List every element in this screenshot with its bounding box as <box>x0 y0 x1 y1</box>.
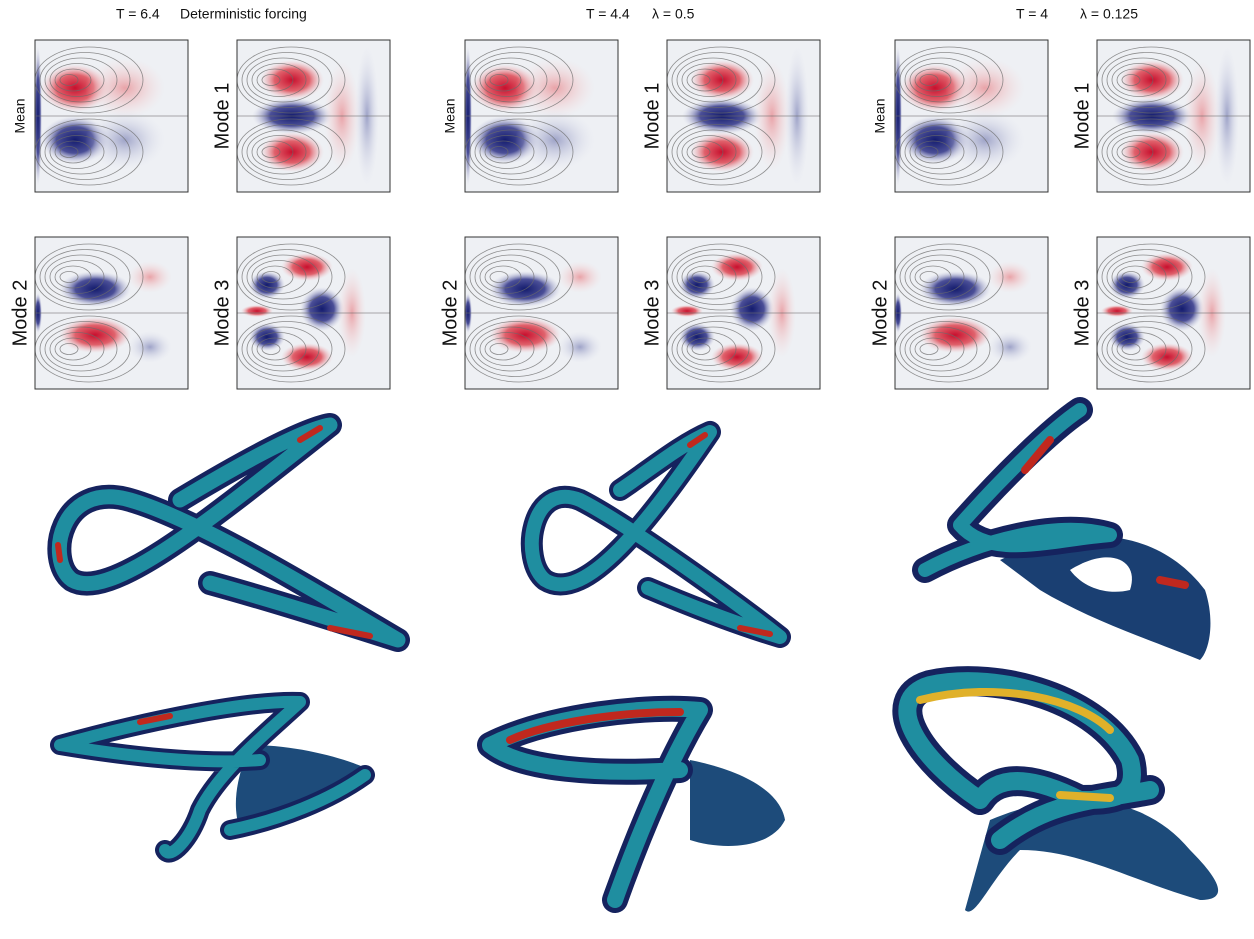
field-blob <box>711 253 763 281</box>
attractors <box>58 410 1218 912</box>
column-header: λ = 0.125 <box>1080 6 1138 22</box>
mode-panel <box>1097 237 1250 389</box>
panel-label: Mode 2 <box>869 280 891 347</box>
field-blob <box>558 261 602 293</box>
column-header: T = 4 <box>1016 6 1048 22</box>
panel-label: Mean <box>872 98 888 133</box>
mode-panel <box>237 40 390 192</box>
attractor <box>532 432 780 637</box>
column-header: λ = 0.5 <box>652 6 695 22</box>
column-header: T = 4.4 <box>586 6 630 22</box>
mode-panel <box>1097 40 1250 192</box>
column-header: Deterministic forcing <box>180 6 307 22</box>
field-blob <box>1141 343 1193 371</box>
mode-panel <box>667 237 820 389</box>
field-blob <box>1120 60 1184 100</box>
field-blob <box>988 261 1032 293</box>
field-blob <box>711 343 763 371</box>
panel-label: Mode 2 <box>9 280 31 347</box>
panel-label: Mean <box>442 98 458 133</box>
mode-panel <box>464 237 618 389</box>
field-blob <box>1120 132 1184 172</box>
panel-label: Mode 1 <box>1071 83 1093 150</box>
mode-panel <box>34 237 188 389</box>
field-blob <box>260 132 324 172</box>
field-blob <box>988 331 1032 363</box>
field-blob <box>128 261 172 293</box>
mode-panel <box>894 237 1048 389</box>
mode-panel <box>894 40 1048 192</box>
figure: T = 6.4 Deterministic forcing Mean Mode 1 Mo… <box>0 0 1254 939</box>
attractor <box>490 709 785 900</box>
mode-panel <box>237 237 390 389</box>
field-blob <box>128 331 172 363</box>
attractor <box>60 702 370 853</box>
mode-panel <box>34 40 188 192</box>
field-blob <box>1141 253 1193 281</box>
panel-label: Mode 3 <box>211 280 233 347</box>
attractor <box>907 681 1218 911</box>
panel-label: Mode 1 <box>641 83 663 150</box>
field-blob <box>558 331 602 363</box>
mode-panel <box>464 40 618 192</box>
field-blob <box>260 60 324 100</box>
panel-label: Mean <box>12 98 28 133</box>
attractor <box>925 410 1210 660</box>
field-blob <box>690 60 754 100</box>
field-blob <box>281 253 333 281</box>
mode-panel <box>667 40 820 192</box>
panel-label: Mode 2 <box>439 280 461 347</box>
column-header: T = 6.4 <box>116 6 160 22</box>
attractor <box>58 425 398 640</box>
panel-label: Mode 1 <box>211 83 233 150</box>
panel-label: Mode 3 <box>641 280 663 347</box>
panel-label: Mode 3 <box>1071 280 1093 347</box>
field-blob <box>690 132 754 172</box>
field-blob <box>281 343 333 371</box>
